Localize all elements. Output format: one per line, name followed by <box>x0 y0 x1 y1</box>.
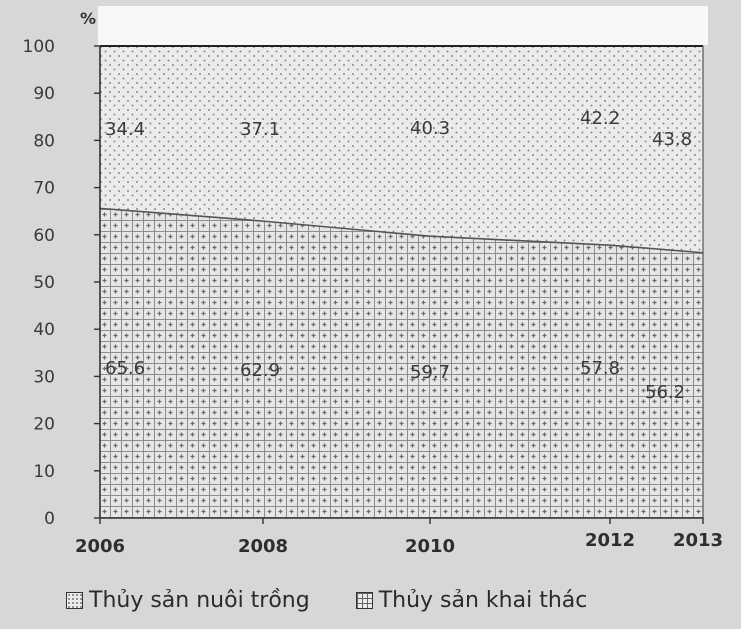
data-label-nuoi-trong: 40.3 <box>410 118 450 139</box>
data-label-khai-thac: 56.2 <box>645 382 685 403</box>
y-tick-label: 50 <box>33 273 55 293</box>
series-boundary-line <box>99 207 704 254</box>
y-tick-label: 40 <box>33 320 55 340</box>
y-tick-label: 70 <box>33 179 55 199</box>
data-label-nuoi-trong: 43.8 <box>652 129 692 150</box>
legend-item-khai-thac: Thủy sản khai thác <box>355 588 588 613</box>
x-tick-label: 2006 <box>75 536 125 557</box>
area-nuoi-trong <box>100 46 703 253</box>
legend-swatch-grid <box>355 592 373 609</box>
top-band <box>98 6 708 45</box>
x-tick-label: 2013 <box>673 530 723 551</box>
data-label-khai-thac: 62.9 <box>240 360 280 381</box>
y-unit-label: % <box>80 9 96 28</box>
legend: Thủy sản nuôi trồng Thủy sản khai thác <box>66 588 587 613</box>
data-label-nuoi-trong: 34.4 <box>105 119 145 140</box>
legend-label-nuoi-trong: Thủy sản nuôi trồng <box>89 588 310 613</box>
legend-item-nuoi-trong: Thủy sản nuôi trồng <box>66 588 310 613</box>
x-tick-label: 2010 <box>405 536 455 557</box>
area-khai-thac <box>100 208 703 519</box>
y-tick-label: 10 <box>33 462 55 482</box>
y-tick-label: 60 <box>33 226 55 246</box>
y-tick-label: 30 <box>33 367 55 387</box>
data-label-nuoi-trong: 37.1 <box>240 119 280 140</box>
data-label-nuoi-trong: 42.2 <box>580 108 620 129</box>
y-tick-label: 20 <box>33 415 55 435</box>
legend-label-khai-thac: Thủy sản khai thác <box>378 588 588 613</box>
y-tick-label: 90 <box>33 84 55 104</box>
data-label-khai-thac: 59.7 <box>410 362 450 383</box>
y-tick-label: 100 <box>23 37 55 57</box>
y-tick-label: 0 <box>44 509 55 529</box>
data-label-khai-thac: 65.6 <box>105 358 145 379</box>
legend-swatch-dots <box>66 592 83 609</box>
x-tick-label: 2008 <box>238 536 288 557</box>
x-tick-label: 2012 <box>585 530 635 551</box>
y-tick-label: 80 <box>33 131 55 151</box>
data-label-khai-thac: 57.8 <box>580 358 620 379</box>
